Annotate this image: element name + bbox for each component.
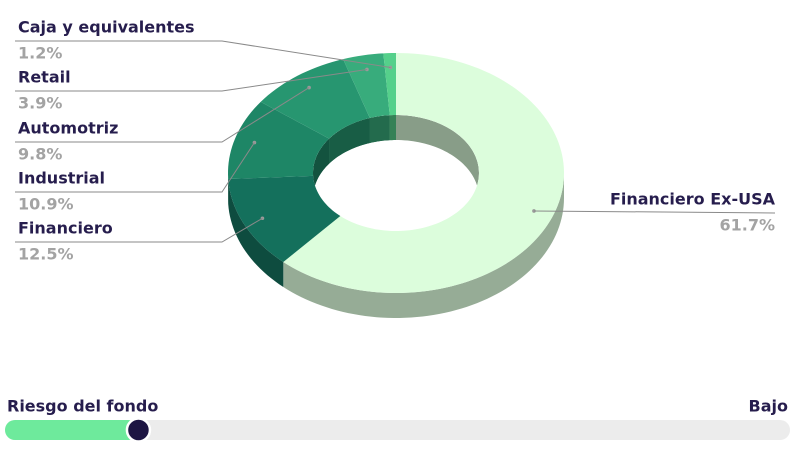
slice <box>228 175 341 263</box>
labels: Financiero Ex-USA 61.7% Financiero 12.5% Ind… <box>15 18 776 264</box>
risk-label: Riesgo del fondo <box>7 397 158 416</box>
category-label: Caja y equivalentes <box>18 18 195 37</box>
inner-wall <box>369 115 390 143</box>
slice <box>283 53 564 293</box>
outer-wall <box>228 179 284 288</box>
risk-level: Bajo <box>749 397 788 416</box>
inner-wall <box>313 138 330 198</box>
category-label: Financiero <box>18 219 113 238</box>
value-label: 61.7% <box>719 216 775 235</box>
leader-line <box>15 217 263 243</box>
category-label: Retail <box>18 68 71 87</box>
value-label: 3.9% <box>18 94 62 113</box>
value-label: 1.2% <box>18 44 62 63</box>
risk-fill <box>5 420 139 440</box>
leader-line <box>15 142 255 193</box>
slice <box>228 101 330 180</box>
donut-walls <box>228 115 564 318</box>
category-label: Financiero Ex-USA <box>610 190 776 209</box>
leader-dot <box>388 65 393 70</box>
value-label: 10.9% <box>18 195 74 214</box>
leader-line <box>15 40 391 68</box>
inner-wall <box>389 115 396 141</box>
category-label: Industrial <box>18 169 105 188</box>
leader-line <box>15 87 310 143</box>
leader-line <box>15 68 368 92</box>
slice <box>260 59 370 139</box>
inner-walls <box>313 115 479 198</box>
risk-knob <box>125 417 152 443</box>
inner-wall <box>396 115 479 198</box>
outer-wall <box>283 173 564 318</box>
leader-line <box>533 210 776 214</box>
slice <box>343 53 390 118</box>
value-label: 12.5% <box>18 245 74 264</box>
inner-wall <box>329 117 370 164</box>
risk-track <box>5 420 790 440</box>
slice <box>383 53 396 116</box>
category-label: Automotriz <box>18 119 118 138</box>
risk-slider: Riesgo del fondo Bajo <box>5 397 790 443</box>
donut-faces <box>228 53 564 293</box>
value-label: 9.8% <box>18 145 62 164</box>
